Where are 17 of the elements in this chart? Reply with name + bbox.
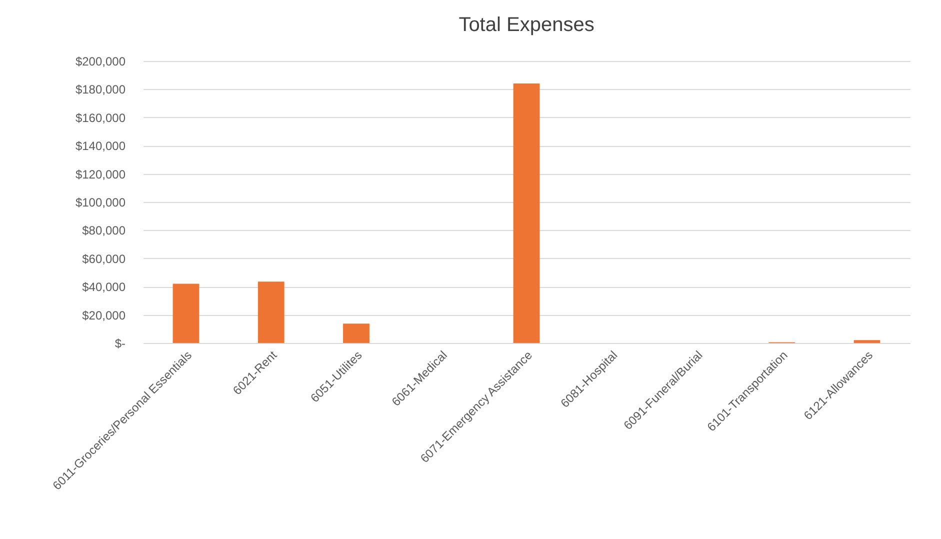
bar [343,324,370,343]
y-tick-label: $100,000 [75,196,126,210]
y-tick-label: $- [114,336,126,350]
bar [854,340,880,343]
y-tick-label: $120,000 [75,167,126,182]
chart-title: Total Expenses [458,14,594,36]
y-tick-label: $180,000 [75,82,126,97]
y-tick-label: $200,000 [75,54,126,68]
bar [172,284,200,343]
bar [258,282,284,343]
y-tick-label: $80,000 [82,224,126,238]
y-tick-label: $40,000 [82,280,126,294]
bar [513,84,540,343]
y-tick-label: $60,000 [82,252,126,266]
y-tick-label: $160,000 [75,110,126,125]
y-tick-label: $140,000 [75,139,126,154]
y-tick-label: $20,000 [82,308,126,322]
